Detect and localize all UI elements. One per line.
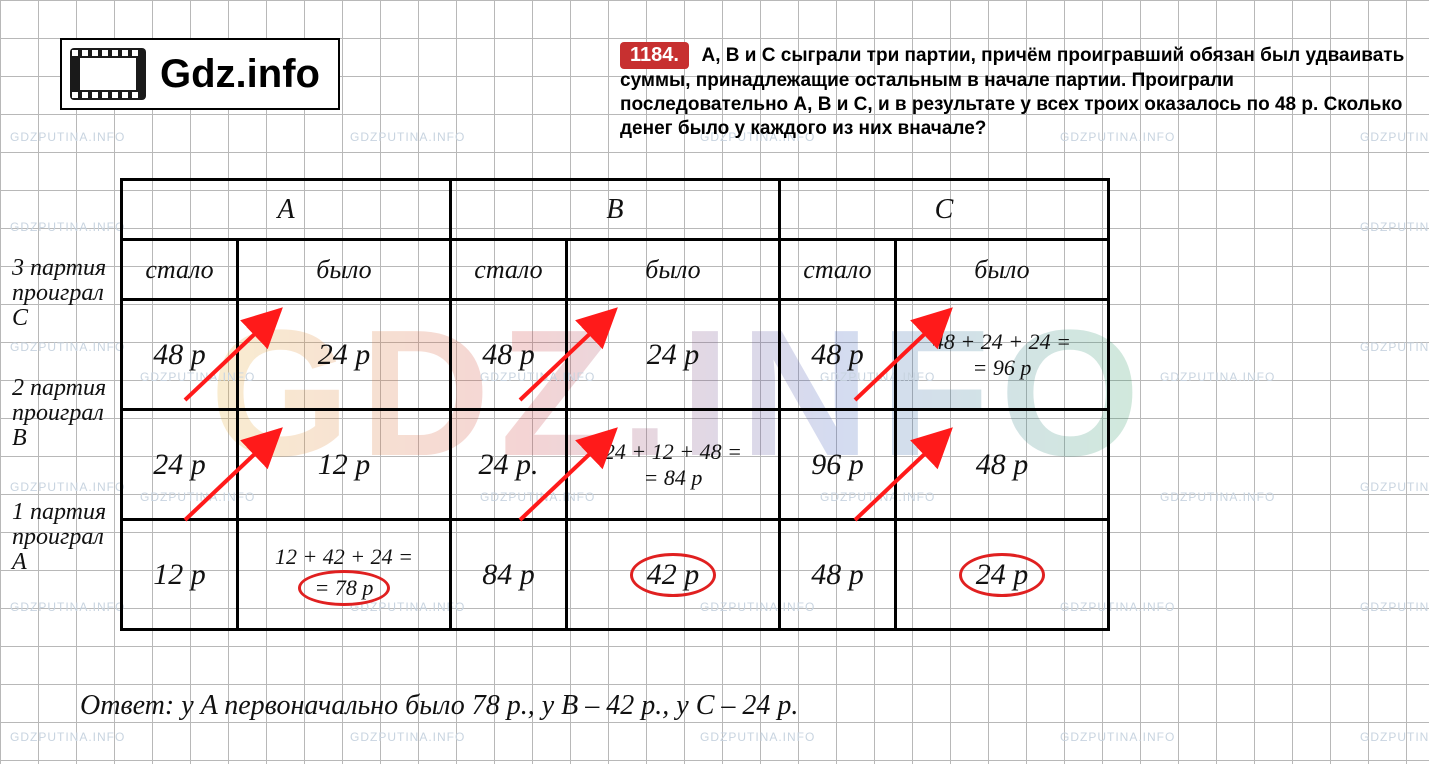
cell-C-r3-was: 48 + 24 + 24 = = 96 р (895, 300, 1108, 410)
cell-A-r2-was: 12 р (237, 410, 450, 520)
cell-B-r2-became: 24 р. (450, 410, 566, 520)
cell-A-r3-became: 48 р (122, 300, 238, 410)
cell-C-r2-was: 48 р (895, 410, 1108, 520)
site-logo: Gdz.info (60, 38, 340, 110)
cell-B-r3-was: 24 р (566, 300, 779, 410)
answer-circle-C: 24 р (959, 553, 1046, 597)
col-became-A: стало (122, 240, 238, 300)
answer-circle-B: 42 р (630, 553, 717, 597)
cell-B-r1-became: 84 р (450, 520, 566, 630)
col-was-A: было (237, 240, 450, 300)
cell-A-r1-became: 12 р (122, 520, 238, 630)
cell-C-r1-became: 48 р (779, 520, 895, 630)
cell-C-r2-became: 96 р (779, 410, 895, 520)
cell-B-r2-was: 24 + 12 + 48 = = 84 р (566, 410, 779, 520)
player-header-A: A (122, 180, 451, 240)
cell-A-r2-became: 24 р (122, 410, 238, 520)
col-became-C: стало (779, 240, 895, 300)
cell-A-r1-was: 12 + 42 + 24 = = 78 р (237, 520, 450, 630)
answer-circle-A: = 78 р (298, 570, 391, 606)
solution-table: A B C стало было стало было стало было 4… (120, 178, 1110, 631)
col-became-B: стало (450, 240, 566, 300)
col-was-C: было (895, 240, 1108, 300)
cell-B-r1-was: 42 р (566, 520, 779, 630)
problem-statement: 1184. A, B и C сыграли три партии, причё… (620, 42, 1405, 140)
final-answer: Ответ: у A первоначально было 78 р., у B… (80, 690, 798, 722)
player-header-C: C (779, 180, 1108, 240)
col-was-B: было (566, 240, 779, 300)
cell-C-r3-became: 48 р (779, 300, 895, 410)
problem-text: A, B и C сыграли три партии, причём прои… (620, 45, 1404, 139)
player-header-B: B (450, 180, 779, 240)
film-icon (68, 46, 148, 102)
row-label-2: 2 партия проиграл B (12, 376, 112, 452)
logo-text: Gdz.info (160, 52, 320, 97)
cell-C-r1-was: 24 р (895, 520, 1108, 630)
cell-A-r3-was: 24 р (237, 300, 450, 410)
row-label-1: 1 партия проиграл A (12, 500, 112, 576)
problem-number: 1184. (620, 42, 689, 69)
cell-B-r3-became: 48 р (450, 300, 566, 410)
row-label-3: 3 партия проиграл C (12, 256, 112, 332)
